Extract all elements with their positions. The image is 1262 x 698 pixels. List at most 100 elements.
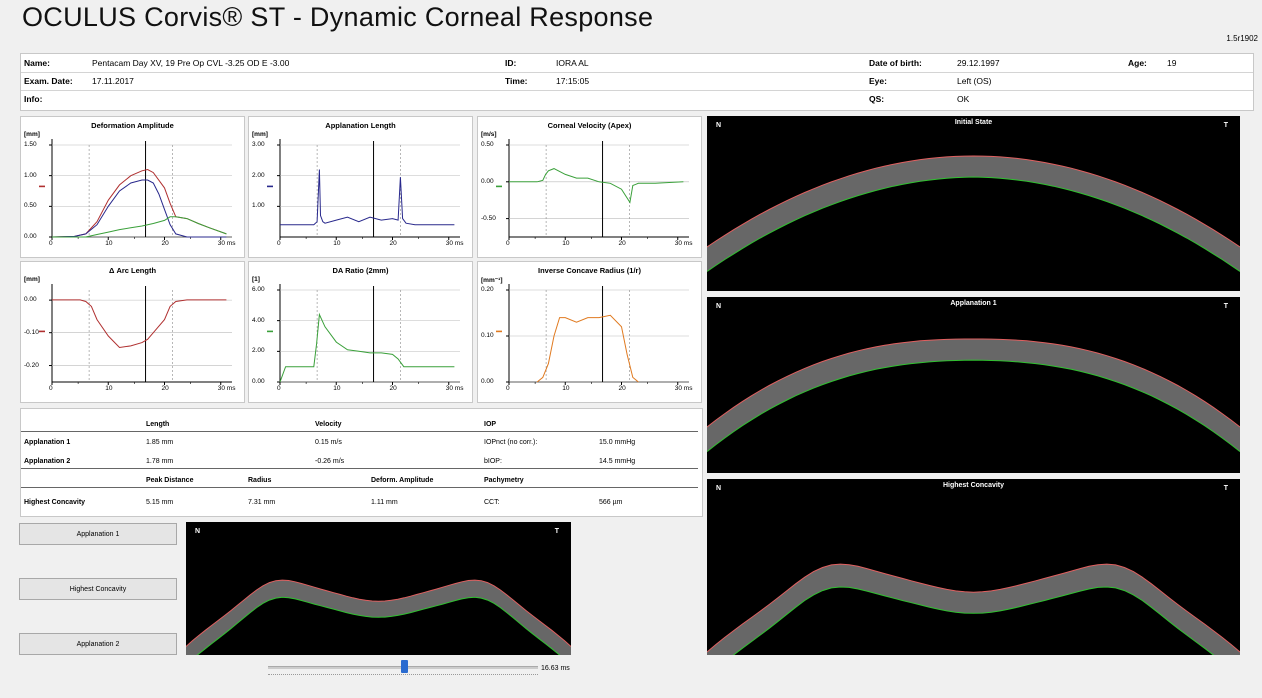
cct-label: CCT: <box>484 499 500 506</box>
highest-concavity-title: Highest Concavity <box>942 482 1005 489</box>
y-tick-label: 1.50 <box>24 141 37 148</box>
header-length: Length <box>146 421 170 428</box>
chart-panel: Applanation Length [mm] 3.00 2.00 1.00 0 10 20 3… <box>248 116 473 258</box>
exam-date-label: Exam. Date: <box>24 76 73 86</box>
posterior-edge-line <box>732 586 1215 655</box>
y-tick-label: 0.50 <box>24 202 37 210</box>
iopnct-value: 15.0 mmHg <box>599 439 636 446</box>
biop-value: 14.5 mmHg <box>599 458 636 465</box>
nasal-marker: N <box>195 528 201 535</box>
appl1-velocity: 0.15 m/s <box>315 439 342 446</box>
y-tick-label: 1.00 <box>24 171 37 179</box>
y-tick-label: 2.00 <box>252 347 265 355</box>
dob-value: 29.12.1997 <box>957 58 1000 68</box>
time-slider-thumb[interactable] <box>401 660 408 673</box>
chart-title: DA Ratio (2mm) <box>332 266 389 275</box>
x-tick-label: 30 ms <box>674 240 693 247</box>
cornea-scan <box>707 563 1240 655</box>
info-label: Info: <box>24 94 43 104</box>
chart-svg <box>496 284 689 385</box>
x-tick-label: 10 <box>562 240 570 247</box>
x-tick-label: 20 <box>618 240 626 247</box>
x-tick-label: 0 <box>49 240 53 247</box>
temporal-marker: T <box>1223 122 1228 129</box>
info-row-name: Name: Pentacam Day XV, 19 Pre Op CVL -3.… <box>21 54 1253 73</box>
slider-ticks <box>268 674 538 677</box>
chart-title: Δ Arc Length <box>108 266 157 275</box>
nasal-marker: N <box>716 303 722 310</box>
x-tick-label: 20 <box>618 385 626 392</box>
y-tick-label: 0.00 <box>481 177 494 185</box>
chart-panel: Inverse Concave Radius (1/r) [mm⁻¹] 0.20 0.… <box>477 261 702 403</box>
header-velocity: Velocity <box>315 421 342 428</box>
hc-peak-distance: 5.15 mm <box>146 499 174 506</box>
x-tick-label: 20 <box>389 240 397 247</box>
initial-state-title: Initial State <box>954 119 993 126</box>
x-tick-label: 0 <box>506 385 510 392</box>
chart-unit: [mm] <box>24 276 40 283</box>
results-table: Length Velocity IOP Applanation 1 1.85 m… <box>20 408 703 517</box>
chart-panel: Corneal Velocity (Apex) [m/s] 0.50 0.00 -0.5… <box>477 116 702 258</box>
appl1-label: Applanation 1 <box>24 439 71 446</box>
chart-svg <box>496 139 689 240</box>
anterior-edge-line <box>707 155 1240 248</box>
time-value: 17:15:05 <box>556 76 590 86</box>
x-tick-label: 0 <box>277 240 281 247</box>
applanation-1-title: Applanation 1 <box>950 300 997 307</box>
applanation-2-button[interactable]: Applanation 2 <box>19 633 177 655</box>
data-series-line <box>51 179 227 238</box>
highest-concavity-button[interactable]: Highest Concavity <box>19 578 177 600</box>
x-tick-label: 30 ms <box>674 385 693 392</box>
header-pachymetry: Pachymetry <box>484 477 524 484</box>
appl1-length: 1.85 mm <box>146 439 174 446</box>
data-series-line <box>536 314 639 383</box>
posterior-edge-line <box>707 176 1240 272</box>
id-label: ID: <box>505 58 517 68</box>
chart-unit: [mm] <box>24 131 40 138</box>
eye-value: Left (OS) <box>957 76 992 86</box>
y-tick-label: 0.10 <box>481 332 494 339</box>
chart-unit: [mm⁻¹] <box>481 277 503 284</box>
x-tick-label: 20 <box>389 385 397 392</box>
x-tick-label: 20 <box>161 240 169 247</box>
chart-panel: Δ Arc Length [mm] 0.00 -0.10 -0.20 0 10 20 30 ms <box>20 261 245 403</box>
nasal-marker: N <box>716 485 722 492</box>
chart-unit: [1] <box>252 276 260 283</box>
header-radius: Radius <box>248 477 272 484</box>
header-peak-distance: Peak Distance <box>146 477 194 484</box>
x-tick-label: 10 <box>333 240 341 247</box>
x-tick-label: 0 <box>277 385 281 392</box>
name-label: Name: <box>24 58 50 68</box>
initial-state-image: N Initial State T <box>707 116 1240 291</box>
x-tick-label: 20 <box>161 385 169 392</box>
y-tick-label: 0.00 <box>481 378 494 385</box>
applanation-1-button[interactable]: Applanation 1 <box>19 523 177 545</box>
temporal-marker: T <box>1223 303 1228 310</box>
x-tick-label: 30 ms <box>217 385 236 392</box>
chart-title: Inverse Concave Radius (1/r) <box>538 266 641 275</box>
appl2-label: Applanation 2 <box>24 458 71 465</box>
patient-info-panel: Name: Pentacam Day XV, 19 Pre Op CVL -3.… <box>20 53 1254 111</box>
x-tick-label: 0 <box>506 240 510 247</box>
temporal-marker: T <box>1223 485 1228 492</box>
age-label: Age: <box>1128 58 1147 68</box>
appl2-length: 1.78 mm <box>146 458 174 465</box>
qs-label: QS: <box>869 94 885 104</box>
table-divider <box>21 468 698 469</box>
exam-date-value: 17.11.2017 <box>92 76 134 86</box>
posterior-edge-line <box>707 359 1240 452</box>
chart-title: Applanation Length <box>325 121 396 130</box>
dob-label: Date of birth: <box>869 58 922 68</box>
iopnct-label: IOPnct (no corr.): <box>484 439 538 446</box>
cornea-tissue <box>707 339 1240 452</box>
anterior-edge-line <box>707 563 1240 653</box>
data-series-line <box>509 168 684 204</box>
highest-concavity-label: Highest Concavity <box>24 499 86 506</box>
id-value: IORA AL <box>556 58 589 68</box>
app-title: OCULUS Corvis® ST - Dynamic Corneal Resp… <box>22 2 654 32</box>
y-tick-label: 4.00 <box>252 316 265 324</box>
name-value: Pentacam Day XV, 19 Pre Op CVL -3.25 OD … <box>92 58 290 68</box>
highest-concavity-image: N Highest Concavity T <box>707 479 1240 655</box>
y-tick-label: -0.20 <box>24 361 39 369</box>
appl2-velocity: -0.26 m/s <box>315 458 345 465</box>
